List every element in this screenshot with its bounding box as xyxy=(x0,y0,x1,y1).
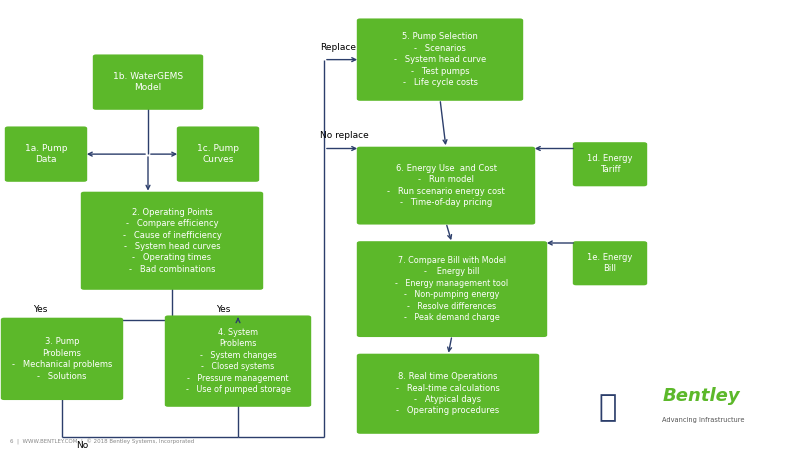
Text: 8. Real time Operations
-   Real-time calculations
-   Atypical days
-   Operati: 8. Real time Operations - Real-time calc… xyxy=(396,372,500,415)
Text: 1b. WaterGEMS
Model: 1b. WaterGEMS Model xyxy=(113,72,183,92)
Text: No: No xyxy=(76,441,88,450)
FancyBboxPatch shape xyxy=(177,126,259,182)
FancyBboxPatch shape xyxy=(573,142,647,186)
Text: 5. Pump Selection
-   Scenarios
-   System head curve
-   Test pumps
-   Life cy: 5. Pump Selection - Scenarios - System h… xyxy=(394,32,486,87)
Text: Yes: Yes xyxy=(34,305,48,314)
FancyBboxPatch shape xyxy=(5,126,87,182)
FancyBboxPatch shape xyxy=(93,54,203,110)
FancyBboxPatch shape xyxy=(357,18,523,101)
Text: 1d. Energy
Tariff: 1d. Energy Tariff xyxy=(587,154,633,175)
FancyBboxPatch shape xyxy=(357,147,535,225)
FancyBboxPatch shape xyxy=(165,315,311,407)
FancyBboxPatch shape xyxy=(357,354,539,434)
FancyBboxPatch shape xyxy=(573,241,647,285)
FancyBboxPatch shape xyxy=(357,241,547,337)
FancyBboxPatch shape xyxy=(81,192,263,290)
Text: 1a. Pump
Data: 1a. Pump Data xyxy=(25,144,67,164)
Text: Bentley: Bentley xyxy=(662,387,740,405)
Text: No replace: No replace xyxy=(320,131,369,140)
Text: Replace: Replace xyxy=(320,42,356,51)
Text: Yes: Yes xyxy=(216,305,230,314)
Text: 3. Pump
Problems
-   Mechanical problems
-   Solutions: 3. Pump Problems - Mechanical problems -… xyxy=(12,337,112,381)
Text: Advancing Infrastructure: Advancing Infrastructure xyxy=(662,417,745,423)
FancyBboxPatch shape xyxy=(1,318,123,400)
Text: 7. Compare Bill with Model
-    Energy bill
-   Energy management tool
-   Non-p: 7. Compare Bill with Model - Energy bill… xyxy=(395,256,509,322)
Text: Ⓑ: Ⓑ xyxy=(599,393,617,422)
Text: 6  |  WWW.BENTLEY.COM  |  © 2018 Bentley Systems, Incorporated: 6 | WWW.BENTLEY.COM | © 2018 Bentley Sys… xyxy=(10,438,194,445)
Text: 1e. Energy
Bill: 1e. Energy Bill xyxy=(587,253,633,274)
Text: 6. Energy Use  and Cost
-   Run model
-   Run scenario energy cost
-   Time-of-d: 6. Energy Use and Cost - Run model - Run… xyxy=(387,164,505,207)
Text: 4. System
Problems
-   System changes
-   Closed systems
-   Pressure management: 4. System Problems - System changes - Cl… xyxy=(186,328,290,394)
Text: 2. Operating Points
-   Compare efficiency
-   Cause of inefficiency
-   System : 2. Operating Points - Compare efficiency… xyxy=(122,207,222,274)
Text: 1c. Pump
Curves: 1c. Pump Curves xyxy=(197,144,239,164)
